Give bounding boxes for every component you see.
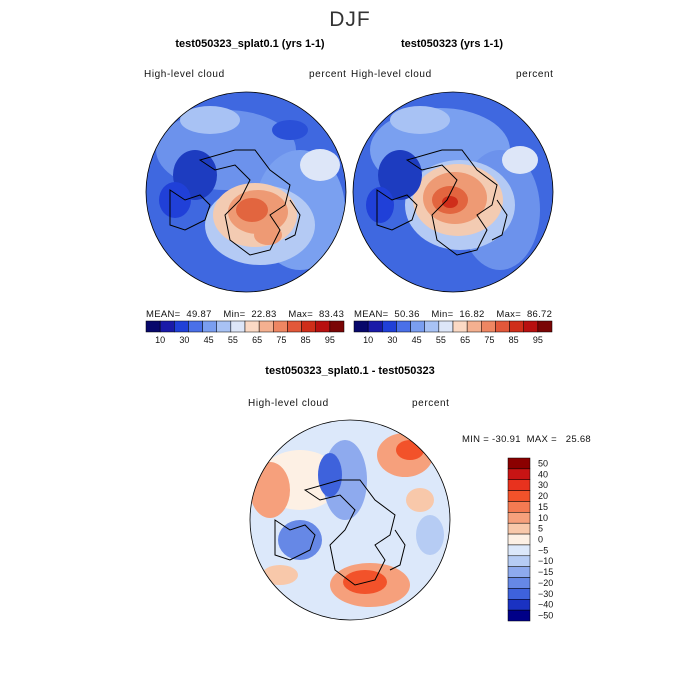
colorbar-2-swatch — [481, 320, 496, 333]
figure-title: DJF — [329, 8, 371, 31]
panel-1-field-label: High-level cloud — [144, 69, 225, 80]
colorbar-1-tick-label: 75 — [276, 335, 286, 345]
colorbar-1-swatch — [315, 320, 331, 333]
colorbar-2-swatch — [509, 320, 524, 333]
colorbar-1-tick-label: 65 — [252, 335, 262, 345]
colorbar-2-swatch — [367, 320, 383, 333]
colorbar-2-tick-label: 65 — [460, 335, 470, 345]
panel-3-stats: MIN = -30.91 MAX = 25.68 — [462, 434, 592, 445]
colorbar-3-tick-label: 50 — [538, 458, 548, 468]
colorbar-1-swatch — [230, 320, 246, 333]
colorbar-3-tick-label: 5 — [538, 524, 543, 534]
colorbar-1-swatch — [329, 320, 345, 333]
colorbar-3-tick-label: −20 — [538, 578, 553, 588]
colorbar-1-tick-label: 45 — [204, 335, 214, 345]
panel-3-title: test050323_splat0.1 - test050323 — [265, 365, 435, 377]
colorbar-1-tick-label: 10 — [155, 335, 165, 345]
colorbar-1-swatch — [202, 320, 217, 333]
colorbar-3-tick-label: −5 — [538, 545, 548, 555]
colorbar-3-swatch — [507, 577, 531, 589]
colorbar-3-swatch — [507, 512, 531, 524]
colorbar-1-swatch — [273, 320, 288, 333]
colorbar-2-tick-label: 55 — [436, 335, 446, 345]
panel-3-field-label: High-level cloud — [248, 398, 329, 409]
colorbar-2-tick-label: 85 — [509, 335, 519, 345]
colorbar-3-swatch — [507, 533, 531, 546]
colorbar-1-swatch — [216, 320, 232, 333]
colorbar-3-swatch — [507, 544, 531, 557]
colorbar-1-swatch — [301, 320, 316, 333]
panel-2-stats: MEAN= 50.36 Min= 16.82 Max= 86.72 — [354, 309, 553, 320]
panel-1-stats: MEAN= 49.87 Min= 22.83 Max= 83.43 — [146, 309, 345, 320]
colorbar-3-tick-label: −50 — [538, 611, 553, 621]
colorbar-1-swatch — [188, 320, 203, 333]
colorbar-3-tick-label: −40 — [538, 600, 553, 610]
colorbar-3-tick-label: 20 — [538, 491, 548, 501]
colorbar-3-swatch — [507, 457, 531, 470]
colorbar-3-swatch — [507, 588, 531, 600]
panel-3-units-label: percent — [412, 398, 450, 409]
colorbar-2-swatch — [495, 320, 510, 333]
panel-2-title: test050323 (yrs 1-1) — [400, 38, 504, 50]
colorbar-1-tick-label: 55 — [228, 335, 238, 345]
map-panel-1-border — [145, 91, 347, 293]
colorbar-3-swatch — [507, 490, 531, 502]
colorbar-2-swatch — [537, 320, 553, 333]
colorbar-panel-2: 10 30 45 55 65 75 85 95 — [353, 320, 553, 345]
colorbar-3-swatch — [507, 599, 531, 611]
colorbar-1-swatch — [287, 320, 302, 333]
map-panel-2-border — [352, 91, 554, 293]
colorbar-3-tick-label: 0 — [538, 535, 543, 545]
panel-2-units-label: percent — [516, 69, 554, 80]
colorbar-3-tick-label: 15 — [538, 502, 548, 512]
colorbar-2-tick-label: 30 — [387, 335, 397, 345]
colorbar-3-tick-label: −30 — [538, 589, 553, 599]
colorbar-3-swatch — [507, 479, 531, 491]
colorbar-3-tick-label: 10 — [538, 513, 548, 523]
map-panel-3 — [250, 420, 450, 620]
colorbar-3-tick-label: −10 — [538, 556, 553, 566]
colorbar-1-swatch — [258, 320, 274, 333]
map-panel-3-border — [249, 419, 451, 621]
colorbar-3-swatch — [507, 609, 531, 622]
colorbar-2-tick-label: 95 — [533, 335, 543, 345]
colorbar-2-swatch — [523, 320, 539, 333]
colorbar-3-tick-label: −15 — [538, 567, 553, 577]
colorbar-1-swatch — [145, 320, 161, 333]
colorbar-3-swatch — [507, 522, 531, 535]
colorbar-2-swatch — [452, 320, 468, 333]
panel-1-units-label: percent — [309, 69, 347, 80]
colorbar-3-swatch — [507, 468, 531, 480]
colorbar-3-tick-label: 40 — [538, 469, 548, 479]
colorbar-1-tick-label: 30 — [179, 335, 189, 345]
colorbar-2-swatch — [410, 320, 425, 333]
colorbar-1-tick-label: 85 — [301, 335, 311, 345]
colorbar-3-tick-label: 30 — [538, 480, 548, 490]
colorbar-panel-1: 10 30 45 55 65 75 85 95 — [145, 320, 345, 345]
colorbar-1-tick-label: 95 — [325, 335, 335, 345]
colorbar-2-swatch — [353, 320, 369, 333]
colorbar-1-swatch — [174, 320, 189, 333]
colorbar-2-tick-label: 10 — [363, 335, 373, 345]
colorbar-2-swatch — [382, 320, 397, 333]
colorbar-3-swatch — [507, 566, 531, 578]
colorbar-3-swatch — [507, 555, 531, 567]
colorbar-2-swatch — [466, 320, 482, 333]
panel-1-title: test050323_splat0.1 (yrs 1-1) — [175, 38, 325, 50]
colorbar-2-tick-label: 45 — [412, 335, 422, 345]
colorbar-1-swatch — [159, 320, 175, 333]
colorbar-1-swatch — [244, 320, 260, 333]
map-panel-1 — [146, 92, 346, 292]
map-panel-2 — [353, 92, 553, 292]
panel-2-field-label: High-level cloud — [351, 69, 432, 80]
colorbar-3-swatch — [507, 501, 531, 513]
colorbar-2-swatch — [424, 320, 440, 333]
colorbar-2-swatch — [396, 320, 411, 333]
colorbar-2-swatch — [438, 320, 454, 333]
colorbar-2-tick-label: 75 — [484, 335, 494, 345]
